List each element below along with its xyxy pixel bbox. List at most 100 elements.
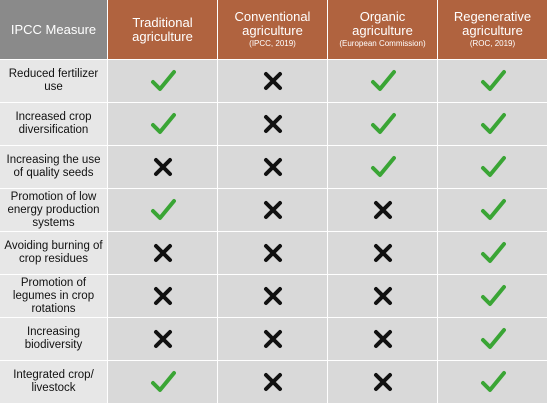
- x-mark-icon: [263, 287, 282, 305]
- header-title-line1: Organic: [359, 9, 406, 24]
- row-label: Increasing the use of quality seeds: [0, 146, 108, 189]
- x-mark-icon: [263, 158, 282, 176]
- header-organic: Organic agriculture (European Commission…: [328, 0, 438, 60]
- mark-cell: [218, 103, 328, 146]
- mark-cell: [108, 60, 218, 103]
- mark-cell: [218, 275, 328, 318]
- checkmark-icon: [480, 371, 506, 392]
- mark-cell: [218, 146, 328, 189]
- checkmark-icon: [480, 199, 506, 220]
- header-ipcc-measure: IPCC Measure: [0, 0, 108, 60]
- x-mark-icon: [153, 158, 172, 176]
- header-source: (IPCC, 2019): [249, 39, 296, 48]
- row-label-line: diversification: [18, 124, 89, 136]
- mark-cell: [328, 275, 438, 318]
- mark-cell: [328, 318, 438, 361]
- row-label-line: energy production: [7, 203, 100, 216]
- checkmark-icon: [480, 113, 506, 134]
- header-source: (European Commission): [339, 39, 426, 48]
- x-mark-icon: [263, 72, 282, 90]
- row-label-line: biodiversity: [24, 339, 83, 351]
- header-source: (ROC, 2019): [469, 39, 516, 48]
- x-mark-icon: [153, 244, 172, 262]
- x-mark-icon: [263, 330, 282, 348]
- mark-cell: [328, 232, 438, 275]
- mark-cell: [328, 361, 438, 404]
- row-label: Increasing biodiversity: [0, 318, 108, 361]
- mark-cell: [438, 103, 548, 146]
- row-label-line: rotations: [31, 302, 76, 315]
- checkmark-icon: [480, 285, 506, 306]
- header-conventional: Conventional agriculture (IPCC, 2019): [218, 0, 328, 60]
- mark-cell: [108, 361, 218, 404]
- row-label-line: Increasing the use: [6, 154, 101, 166]
- row-label-line: Avoiding burning of: [4, 240, 103, 252]
- header-title-line1: Conventional: [234, 9, 311, 24]
- row-label-line: Increased crop: [15, 111, 92, 123]
- mark-cell: [328, 189, 438, 232]
- mark-cell: [218, 189, 328, 232]
- row-label-line: systems: [32, 216, 75, 229]
- mark-cell: [328, 103, 438, 146]
- mark-cell: [438, 318, 548, 361]
- x-mark-icon: [373, 330, 392, 348]
- row-label: Promotion of legumes in crop rotations: [0, 275, 108, 318]
- checkmark-icon: [480, 156, 506, 177]
- header-traditional: Traditional agriculture: [108, 0, 218, 60]
- x-mark-icon: [153, 330, 172, 348]
- checkmark-icon: [370, 156, 396, 177]
- checkmark-icon: [150, 70, 176, 91]
- header-title-line2: agriculture: [462, 23, 523, 38]
- row-label-line: Reduced fertilizer: [8, 68, 99, 80]
- mark-cell: [108, 189, 218, 232]
- mark-cell: [438, 361, 548, 404]
- row-label-line: Promotion of low: [10, 190, 97, 203]
- row-label-line: of quality seeds: [13, 167, 94, 179]
- mark-cell: [218, 361, 328, 404]
- header-title-line1: Traditional: [132, 14, 193, 30]
- row-label-line: livestock: [31, 382, 76, 394]
- checkmark-icon: [150, 371, 176, 392]
- header-title-line2: agriculture: [132, 28, 193, 44]
- row-label: Increased crop diversification: [0, 103, 108, 146]
- checkmark-icon: [150, 199, 176, 220]
- checkmark-icon: [480, 70, 506, 91]
- mark-cell: [438, 275, 548, 318]
- x-mark-icon: [373, 287, 392, 305]
- mark-cell: [108, 318, 218, 361]
- x-mark-icon: [153, 287, 172, 305]
- mark-cell: [438, 232, 548, 275]
- x-mark-icon: [263, 201, 282, 219]
- mark-cell: [328, 60, 438, 103]
- mark-cell: [438, 189, 548, 232]
- row-label-line: use: [44, 81, 63, 93]
- mark-cell: [108, 232, 218, 275]
- mark-cell: [218, 60, 328, 103]
- x-mark-icon: [263, 115, 282, 133]
- mark-cell: [108, 275, 218, 318]
- row-label-line: Increasing: [26, 326, 81, 338]
- row-label-line: legumes in crop: [12, 289, 95, 302]
- mark-cell: [438, 146, 548, 189]
- row-label: Reduced fertilizer use: [0, 60, 108, 103]
- x-mark-icon: [373, 373, 392, 391]
- x-mark-icon: [373, 201, 392, 219]
- checkmark-icon: [150, 113, 176, 134]
- checkmark-icon: [370, 70, 396, 91]
- header-title-line2: agriculture: [242, 23, 303, 38]
- row-label-line: Integrated crop/: [13, 369, 94, 381]
- x-mark-icon: [373, 244, 392, 262]
- row-label: Promotion of low energy production systems: [0, 189, 108, 232]
- mark-cell: [108, 146, 218, 189]
- x-mark-icon: [263, 244, 282, 262]
- mark-cell: [328, 146, 438, 189]
- header-title-line2: agriculture: [352, 23, 413, 38]
- header-title-line1: Regenerative: [453, 9, 532, 24]
- mark-cell: [218, 318, 328, 361]
- x-mark-icon: [263, 373, 282, 391]
- checkmark-icon: [480, 242, 506, 263]
- mark-cell: [108, 103, 218, 146]
- checkmark-icon: [370, 113, 396, 134]
- row-label: Integrated crop/livestock: [0, 361, 108, 404]
